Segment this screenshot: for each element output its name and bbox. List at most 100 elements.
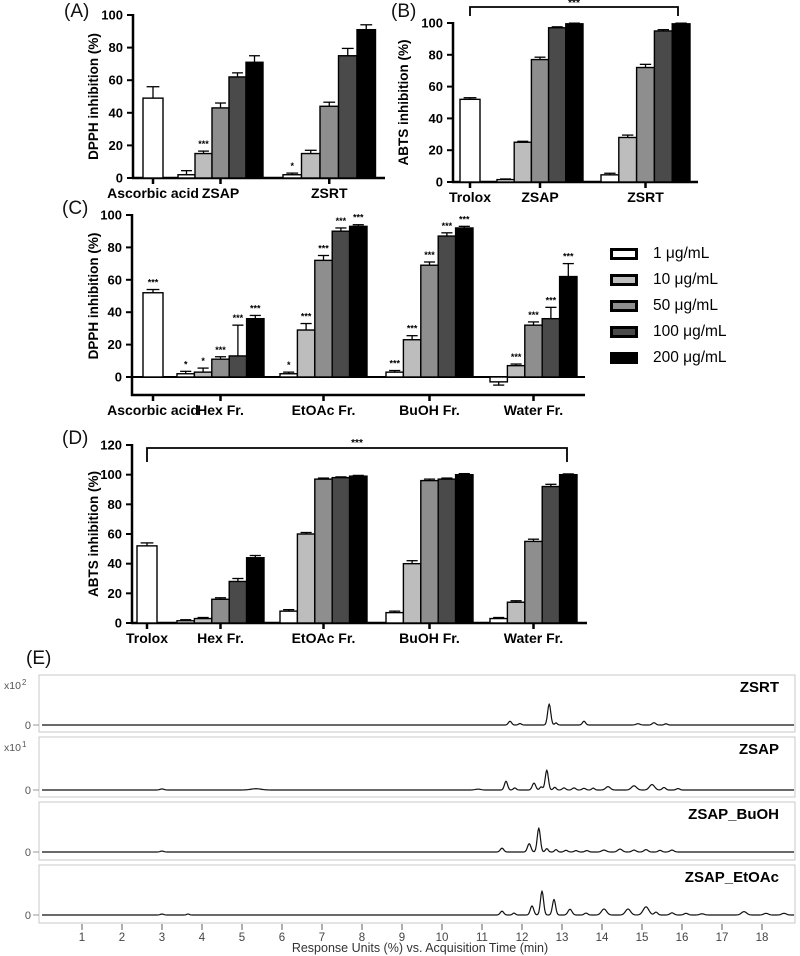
bar bbox=[513, 141, 533, 183]
panel-c-label: (C) bbox=[62, 198, 89, 219]
bar bbox=[228, 355, 248, 378]
bar bbox=[600, 174, 620, 183]
bar bbox=[496, 178, 515, 183]
chromatogram-trace bbox=[42, 703, 794, 726]
category-label: Trolox bbox=[449, 189, 491, 205]
bar bbox=[193, 617, 213, 624]
bar bbox=[506, 364, 526, 378]
x-tick-label: 12 bbox=[516, 932, 529, 944]
y-tick-label: 20 bbox=[109, 138, 123, 153]
bar bbox=[331, 230, 351, 378]
significance-label: *** bbox=[353, 213, 364, 223]
significance-label: *** bbox=[250, 303, 261, 313]
trace-frame bbox=[38, 801, 796, 861]
y-tick-label: 100 bbox=[100, 467, 122, 482]
bar bbox=[300, 152, 321, 179]
category-label: Ascorbic acid bbox=[107, 402, 199, 418]
trace-name: ZSAP_BuOH bbox=[688, 806, 779, 823]
bar bbox=[176, 620, 196, 624]
bar bbox=[348, 225, 368, 378]
trace-frame bbox=[38, 736, 796, 798]
category-label: Ascorbic acid bbox=[107, 185, 199, 201]
significance-label: *** bbox=[148, 278, 159, 288]
significance-label: *** bbox=[424, 250, 435, 260]
y-tick-label: 100 bbox=[421, 16, 443, 31]
bar bbox=[437, 235, 457, 378]
bar bbox=[211, 358, 230, 378]
category-label: Water Fr. bbox=[504, 630, 563, 646]
scale-label: x102 bbox=[4, 678, 27, 692]
bar bbox=[459, 98, 481, 183]
bar bbox=[541, 485, 561, 624]
panel-b-chart: 0 20 40 60 80 100 ABTS inhibition (%) Trolox ZSA… bbox=[396, 0, 698, 205]
panel-a-label: (A) bbox=[64, 1, 90, 22]
bar bbox=[282, 174, 303, 179]
trace-frame bbox=[38, 864, 796, 924]
trace-frame bbox=[38, 674, 796, 733]
bar bbox=[228, 580, 248, 624]
bar bbox=[142, 97, 164, 179]
significance-label: *** bbox=[459, 214, 470, 224]
significance-label: *** bbox=[318, 244, 329, 254]
y-axis-title: ABTS inhibition (%) bbox=[86, 471, 101, 597]
category-label: ZSAP bbox=[202, 185, 239, 201]
x-tick-label: 3 bbox=[159, 932, 165, 944]
y-tick-label: 0 bbox=[116, 171, 123, 186]
bar bbox=[530, 58, 550, 183]
bar bbox=[437, 478, 457, 624]
category-label: EtOAc Fr. bbox=[292, 630, 356, 646]
x-tick-label: 2 bbox=[119, 932, 125, 944]
category-label: BuOH Fr. bbox=[399, 402, 460, 418]
zero-label: 0 bbox=[25, 910, 31, 922]
y-tick-label: 60 bbox=[109, 73, 123, 88]
chromatogram-trace bbox=[42, 890, 794, 916]
category-label: EtOAc Fr. bbox=[292, 402, 356, 418]
chromatogram-trace bbox=[42, 827, 794, 853]
bar bbox=[671, 23, 691, 183]
x-tick-label: 4 bbox=[199, 932, 206, 944]
bar bbox=[653, 30, 673, 183]
bar bbox=[402, 339, 422, 378]
legend-item: 50 μg/mL bbox=[610, 293, 727, 319]
y-tick-label: 40 bbox=[429, 111, 443, 126]
significance-label: *** bbox=[215, 345, 226, 355]
bar bbox=[348, 475, 368, 624]
y-tick-label: 40 bbox=[108, 556, 122, 571]
bar bbox=[420, 264, 439, 378]
bar bbox=[547, 27, 567, 183]
y-axis-title: DPPH inhibition (%) bbox=[86, 233, 101, 360]
bar bbox=[506, 601, 526, 624]
bar bbox=[314, 259, 333, 378]
bar bbox=[541, 317, 561, 378]
significance-bracket bbox=[469, 6, 679, 16]
x-tick-label: 14 bbox=[596, 932, 609, 944]
bar bbox=[245, 61, 264, 179]
y-tick-label: 0 bbox=[436, 175, 443, 190]
bar bbox=[402, 562, 422, 624]
y-tick-label: 20 bbox=[108, 586, 122, 601]
y-tick-label: 120 bbox=[100, 438, 122, 453]
bar bbox=[296, 533, 316, 624]
panel-e-label: (E) bbox=[26, 648, 52, 669]
category-label: Water Fr. bbox=[504, 402, 563, 418]
trace-name: ZSAP bbox=[739, 741, 779, 758]
significance-label: *** bbox=[233, 313, 244, 323]
bar bbox=[193, 371, 213, 378]
legend-item: 1 μg/mL bbox=[610, 241, 727, 267]
legend-item: 200 μg/mL bbox=[610, 345, 727, 371]
bar bbox=[420, 479, 439, 624]
y-tick-label: 20 bbox=[429, 143, 443, 158]
x-tick-label: 17 bbox=[716, 932, 729, 944]
y-tick-label: 40 bbox=[109, 105, 123, 120]
legend-swatch bbox=[610, 248, 638, 260]
y-tick-label: 60 bbox=[108, 527, 122, 542]
significance-label: *** bbox=[442, 221, 453, 231]
legend-swatch bbox=[610, 352, 638, 364]
bar bbox=[565, 23, 584, 183]
bar bbox=[245, 557, 265, 624]
category-label: Hex Fr. bbox=[197, 630, 244, 646]
bracket-label: *** bbox=[568, 0, 580, 9]
